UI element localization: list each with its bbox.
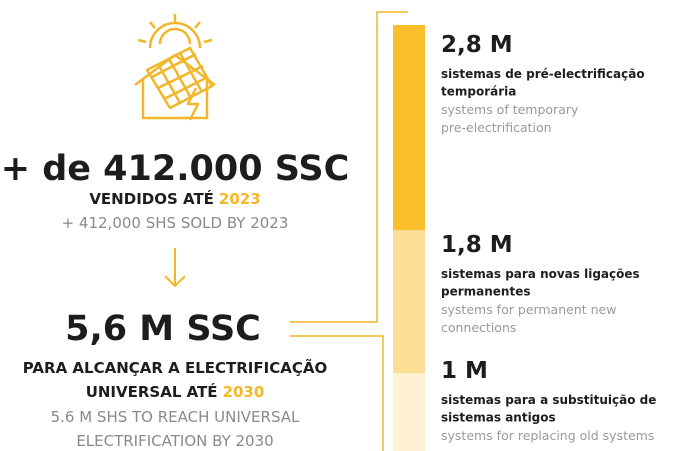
- target-line1: PARA ALCANÇAR A ELECTRIFICAÇÃO: [23, 358, 327, 377]
- item-pt: permanentes: [441, 285, 531, 299]
- down-arrow: [164, 248, 186, 288]
- target: 5,6 M SSC: [65, 309, 261, 349]
- target-text: UNIVERSAL ATÉ: [86, 382, 218, 401]
- bar-segment: [393, 25, 425, 230]
- item-value: 1,8 M: [441, 232, 513, 258]
- item-en: connections: [441, 320, 516, 335]
- item-pt: sistemas antigos: [441, 411, 556, 425]
- item-pt: sistemas para a substituição de: [441, 393, 656, 407]
- item-value: 1 M: [441, 358, 488, 384]
- sold-year: 2023: [219, 190, 261, 208]
- item-pt: sistemas de pré-electrificação: [441, 67, 645, 81]
- sold-en: + 412,000 SHS SOLD BY 2023: [62, 214, 289, 232]
- item-pt: sistemas para novas ligações: [441, 267, 640, 281]
- target-en: ELECTRIFICATION BY 2030: [76, 432, 273, 450]
- item-en: pre-electrification: [441, 120, 552, 135]
- target-year: 2030: [223, 383, 265, 401]
- item-en: systems for replacing old systems: [441, 428, 654, 443]
- headline: + de 412.000 SSC: [1, 149, 350, 189]
- bar-segment: [393, 373, 425, 451]
- item-value: 2,8 M: [441, 32, 513, 58]
- item-pt: temporária: [441, 85, 516, 99]
- sold-text: VENDIDOS ATÉ: [89, 189, 214, 208]
- item-en: systems of temporary: [441, 102, 579, 117]
- sold-label: VENDIDOS ATÉ 2023: [89, 189, 260, 208]
- solar-icon: [134, 14, 216, 121]
- target-en: 5.6 M SHS TO REACH UNIVERSAL: [51, 408, 300, 426]
- bar-segment: [393, 230, 425, 373]
- connector: [290, 11, 408, 451]
- target-line2: UNIVERSAL ATÉ 2030: [86, 382, 265, 401]
- item-en: systems for permanent new: [441, 302, 616, 317]
